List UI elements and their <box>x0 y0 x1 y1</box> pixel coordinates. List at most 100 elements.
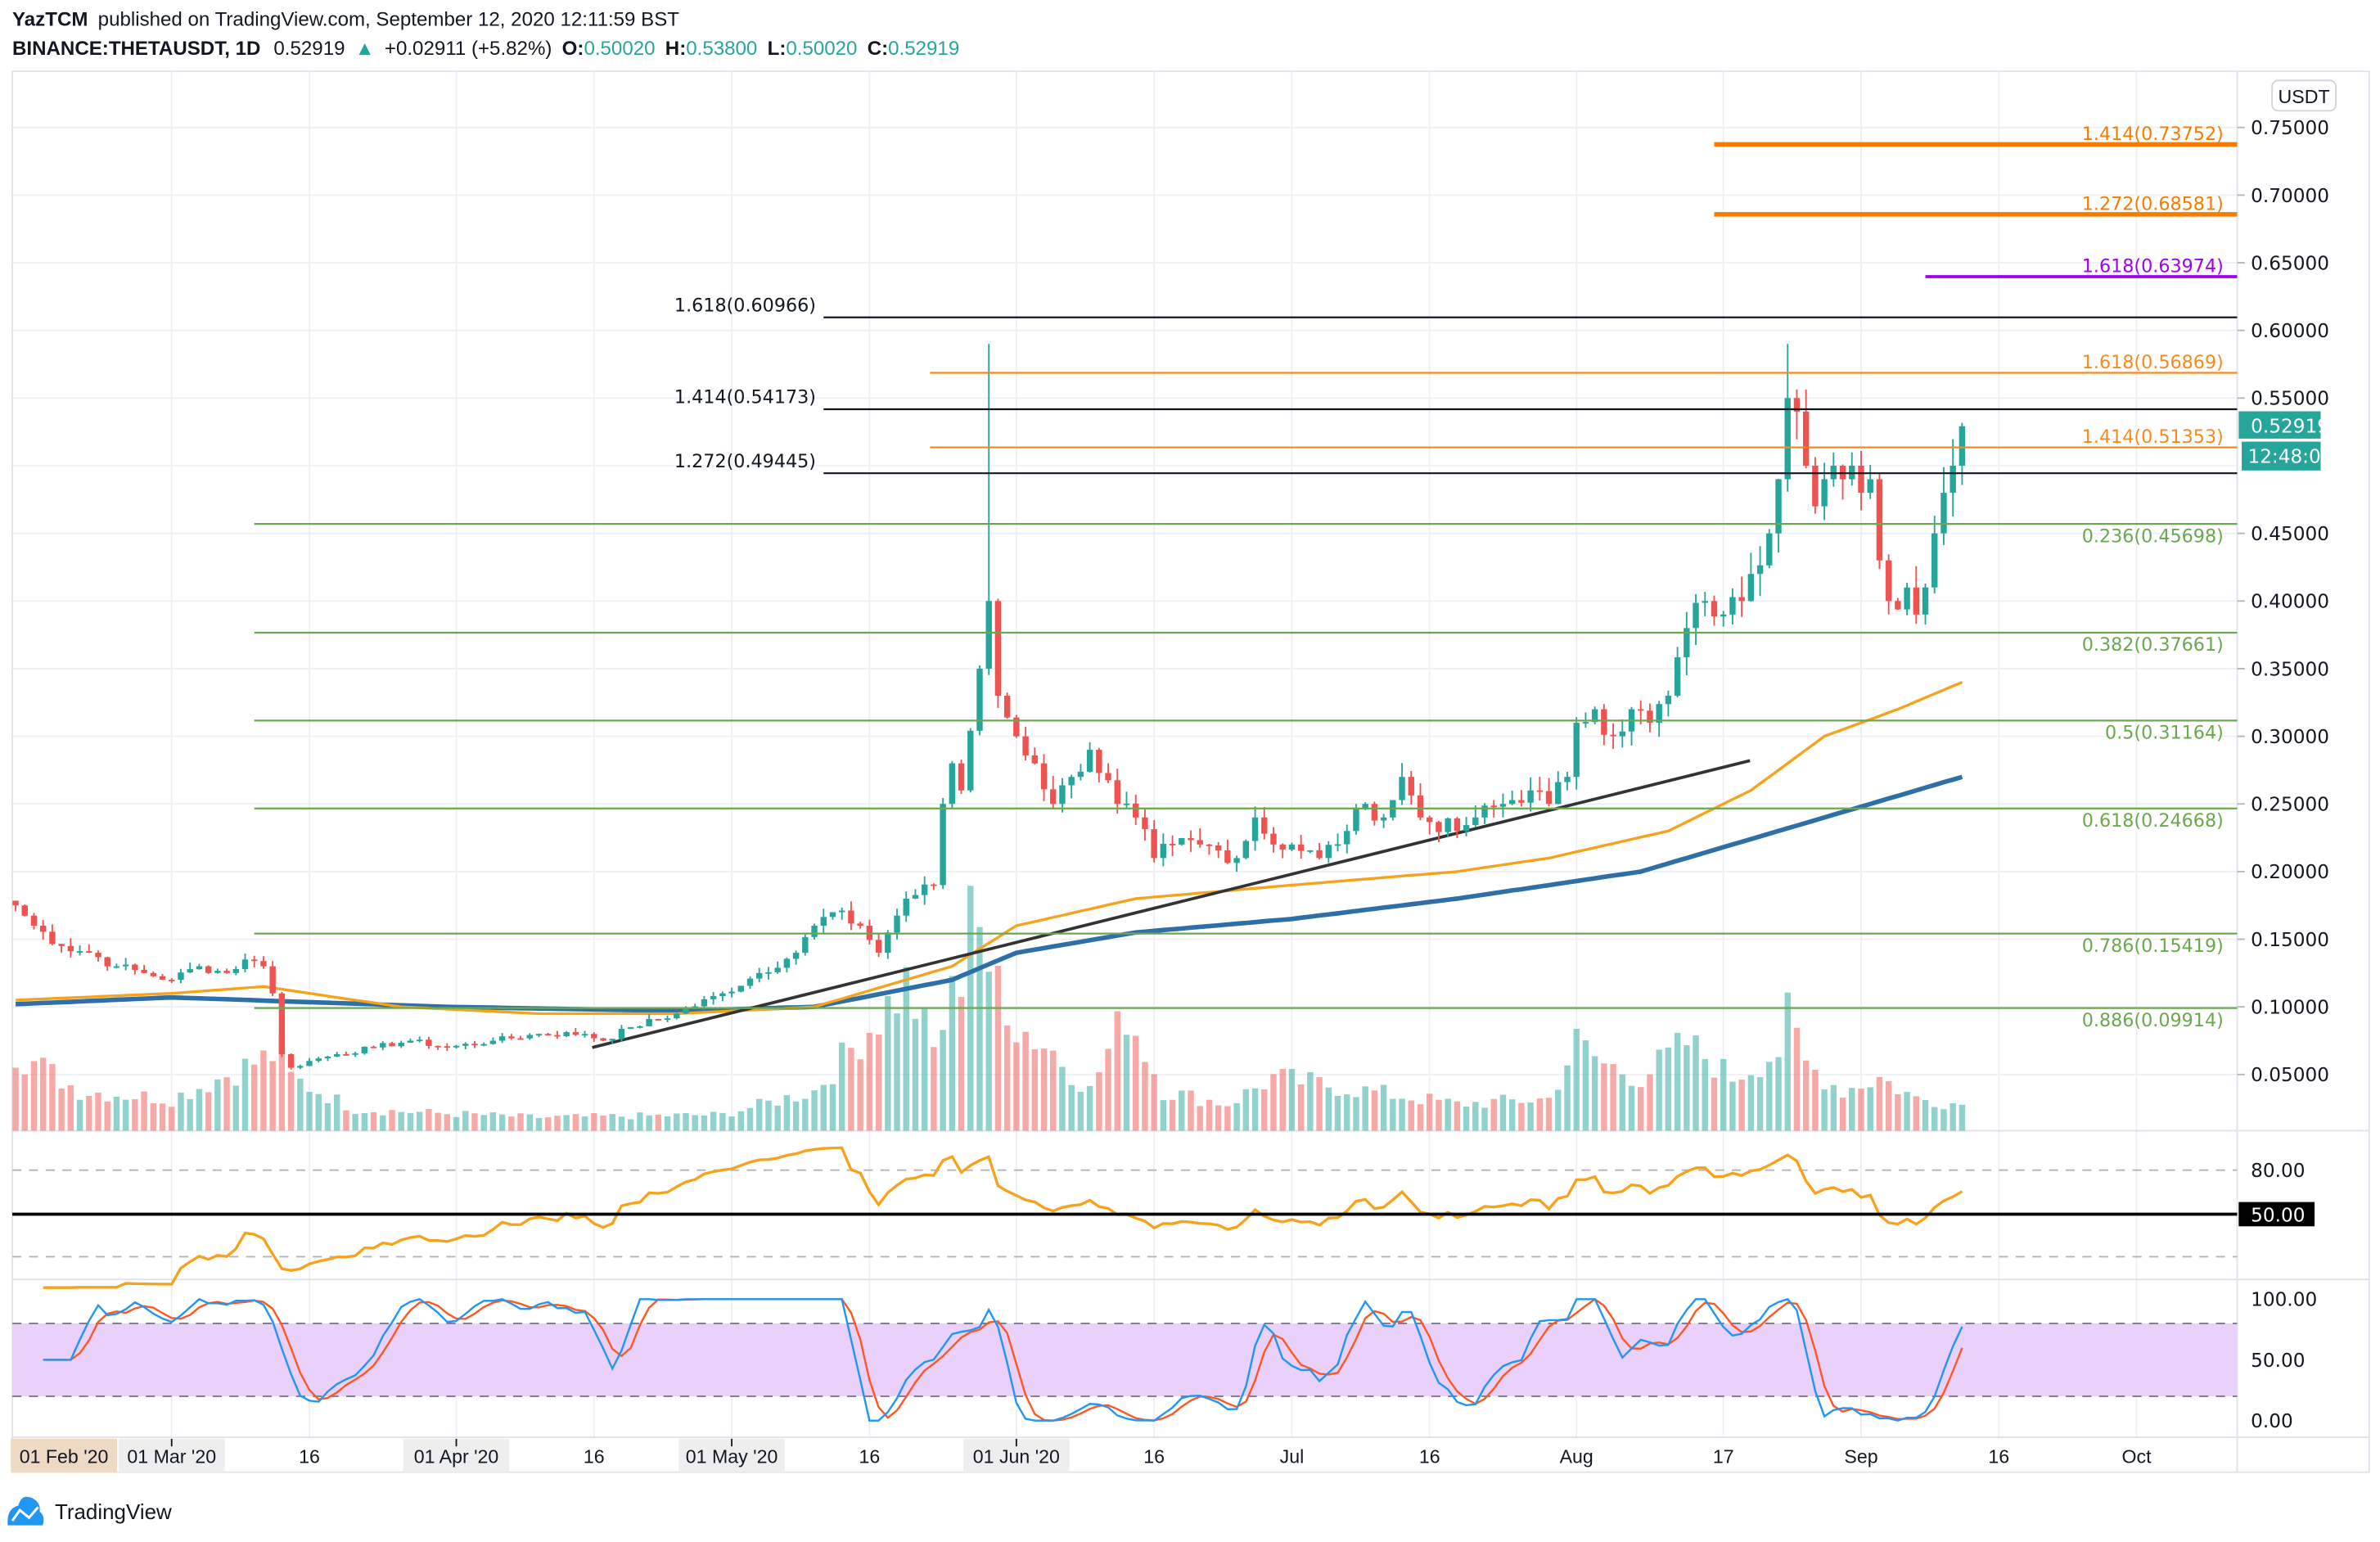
candle-body <box>746 978 754 986</box>
rsi-tick-label: 80.00 <box>2251 1160 2305 1182</box>
candle-body <box>462 1044 469 1046</box>
candle-body <box>58 944 65 946</box>
candle <box>1242 839 1250 860</box>
candle <box>1179 837 1185 846</box>
volume-bar <box>113 1096 120 1131</box>
volume-bar <box>1188 1090 1194 1131</box>
candle <box>609 1039 615 1044</box>
candle <box>1959 422 1966 485</box>
candle <box>1390 800 1396 821</box>
volume-bar <box>389 1110 395 1131</box>
volume-bar <box>1490 1098 1497 1131</box>
volume-bar <box>829 1084 836 1131</box>
candle-body <box>535 1034 543 1036</box>
fib-level-label: 1.618(0.56869) <box>2082 352 2224 373</box>
candle-body <box>1288 844 1296 850</box>
candle-body <box>370 1046 377 1048</box>
fib-level-label: 1.618(0.60966) <box>674 295 816 316</box>
candle <box>1224 839 1231 864</box>
date-tick-label: 16 <box>1988 1446 2009 1468</box>
candle-body <box>1013 717 1020 737</box>
candle <box>471 1040 478 1048</box>
volume-bar <box>471 1113 478 1131</box>
candle-body <box>1251 817 1259 841</box>
volume-bar <box>1766 1062 1773 1131</box>
candle <box>728 987 735 998</box>
volume-bar <box>187 1098 193 1131</box>
volume-bar <box>1362 1086 1368 1131</box>
candle <box>251 955 258 968</box>
tradingview-logo[interactable]: TradingView <box>7 1496 172 1526</box>
candle <box>1040 754 1048 801</box>
volume-bar <box>1674 1032 1681 1131</box>
volume-bar <box>1830 1084 1837 1131</box>
candle-body <box>1417 795 1424 818</box>
fib-level-label: 1.414(0.73752) <box>2082 124 2224 145</box>
currency-button[interactable] <box>2271 79 2337 112</box>
volume-bar <box>1307 1072 1314 1131</box>
candle <box>1077 764 1084 781</box>
volume-bar <box>802 1098 809 1131</box>
candle-body <box>1490 805 1497 808</box>
candle <box>1904 583 1910 615</box>
currency-label: USDT <box>2279 86 2330 107</box>
date-tick-label: 01 Feb '20 <box>20 1446 109 1468</box>
volume-bar <box>1756 1077 1764 1131</box>
candle <box>1610 723 1616 749</box>
candle-body <box>95 953 101 958</box>
candle <box>1013 715 1020 738</box>
candle-body <box>1555 782 1562 805</box>
candle <box>1142 807 1148 841</box>
candle-body <box>1040 763 1048 790</box>
volume-bar <box>1665 1047 1672 1131</box>
price-pane[interactable]: 1.414(0.73752) 1.272(0.68581) 1.618(0.6397… <box>12 124 2238 1131</box>
volume-bar <box>921 1008 928 1131</box>
candle-body <box>1545 791 1553 805</box>
candle <box>1858 451 1864 511</box>
volume-bar <box>1040 1048 1048 1131</box>
candle-body <box>407 1040 414 1043</box>
candle <box>260 956 267 969</box>
candle-body <box>1436 822 1442 832</box>
volume-bar <box>737 1111 745 1131</box>
price-axis[interactable]: 0.75000 0.70000 0.65000 0.60000 0.55000 0.450… <box>2237 117 2329 1086</box>
date-tick-label: 17 <box>1713 1446 1734 1468</box>
candle <box>940 797 946 890</box>
volume-bar <box>1417 1104 1424 1131</box>
open-value: 0.50020 <box>584 38 655 60</box>
volume-bar <box>728 1116 735 1131</box>
candle <box>994 598 1002 708</box>
date-axis[interactable]: 01 Feb '20 01 Mar '20 16 01 Apr '20 16 01 May… <box>0 1438 2152 1472</box>
candle-body <box>324 1056 331 1059</box>
volume-bar <box>1353 1097 1359 1131</box>
candle-body <box>241 959 249 970</box>
candle-body <box>719 993 726 996</box>
rsi-level-badge <box>2238 1202 2315 1227</box>
candle <box>985 344 992 675</box>
candle-body <box>444 1046 451 1048</box>
candle-body <box>1647 710 1653 724</box>
candle-body <box>958 763 965 791</box>
candle <box>1784 344 1791 492</box>
stoch-rsi-pane[interactable]: 100.00 50.00 0.00 <box>12 1289 2317 1432</box>
candle-body <box>1105 773 1111 781</box>
volume-bar <box>1481 1107 1488 1131</box>
rsi-pane[interactable]: 80.00 50.00 <box>12 1146 2315 1289</box>
candle-body <box>1297 844 1305 851</box>
volume-bar <box>287 1071 295 1131</box>
candle <box>269 961 276 997</box>
candle <box>829 912 836 920</box>
candle-body <box>1564 777 1571 782</box>
candle <box>380 1041 386 1051</box>
candle-body <box>1950 466 1956 494</box>
candle-body <box>811 926 818 937</box>
low-label: L: <box>768 38 787 60</box>
candle <box>839 907 845 920</box>
candle-body <box>453 1045 460 1048</box>
candle <box>674 1012 680 1020</box>
candle-body <box>1031 755 1039 764</box>
candle-body <box>526 1035 533 1039</box>
candle-body <box>949 763 956 805</box>
volume-bar <box>251 1064 258 1131</box>
